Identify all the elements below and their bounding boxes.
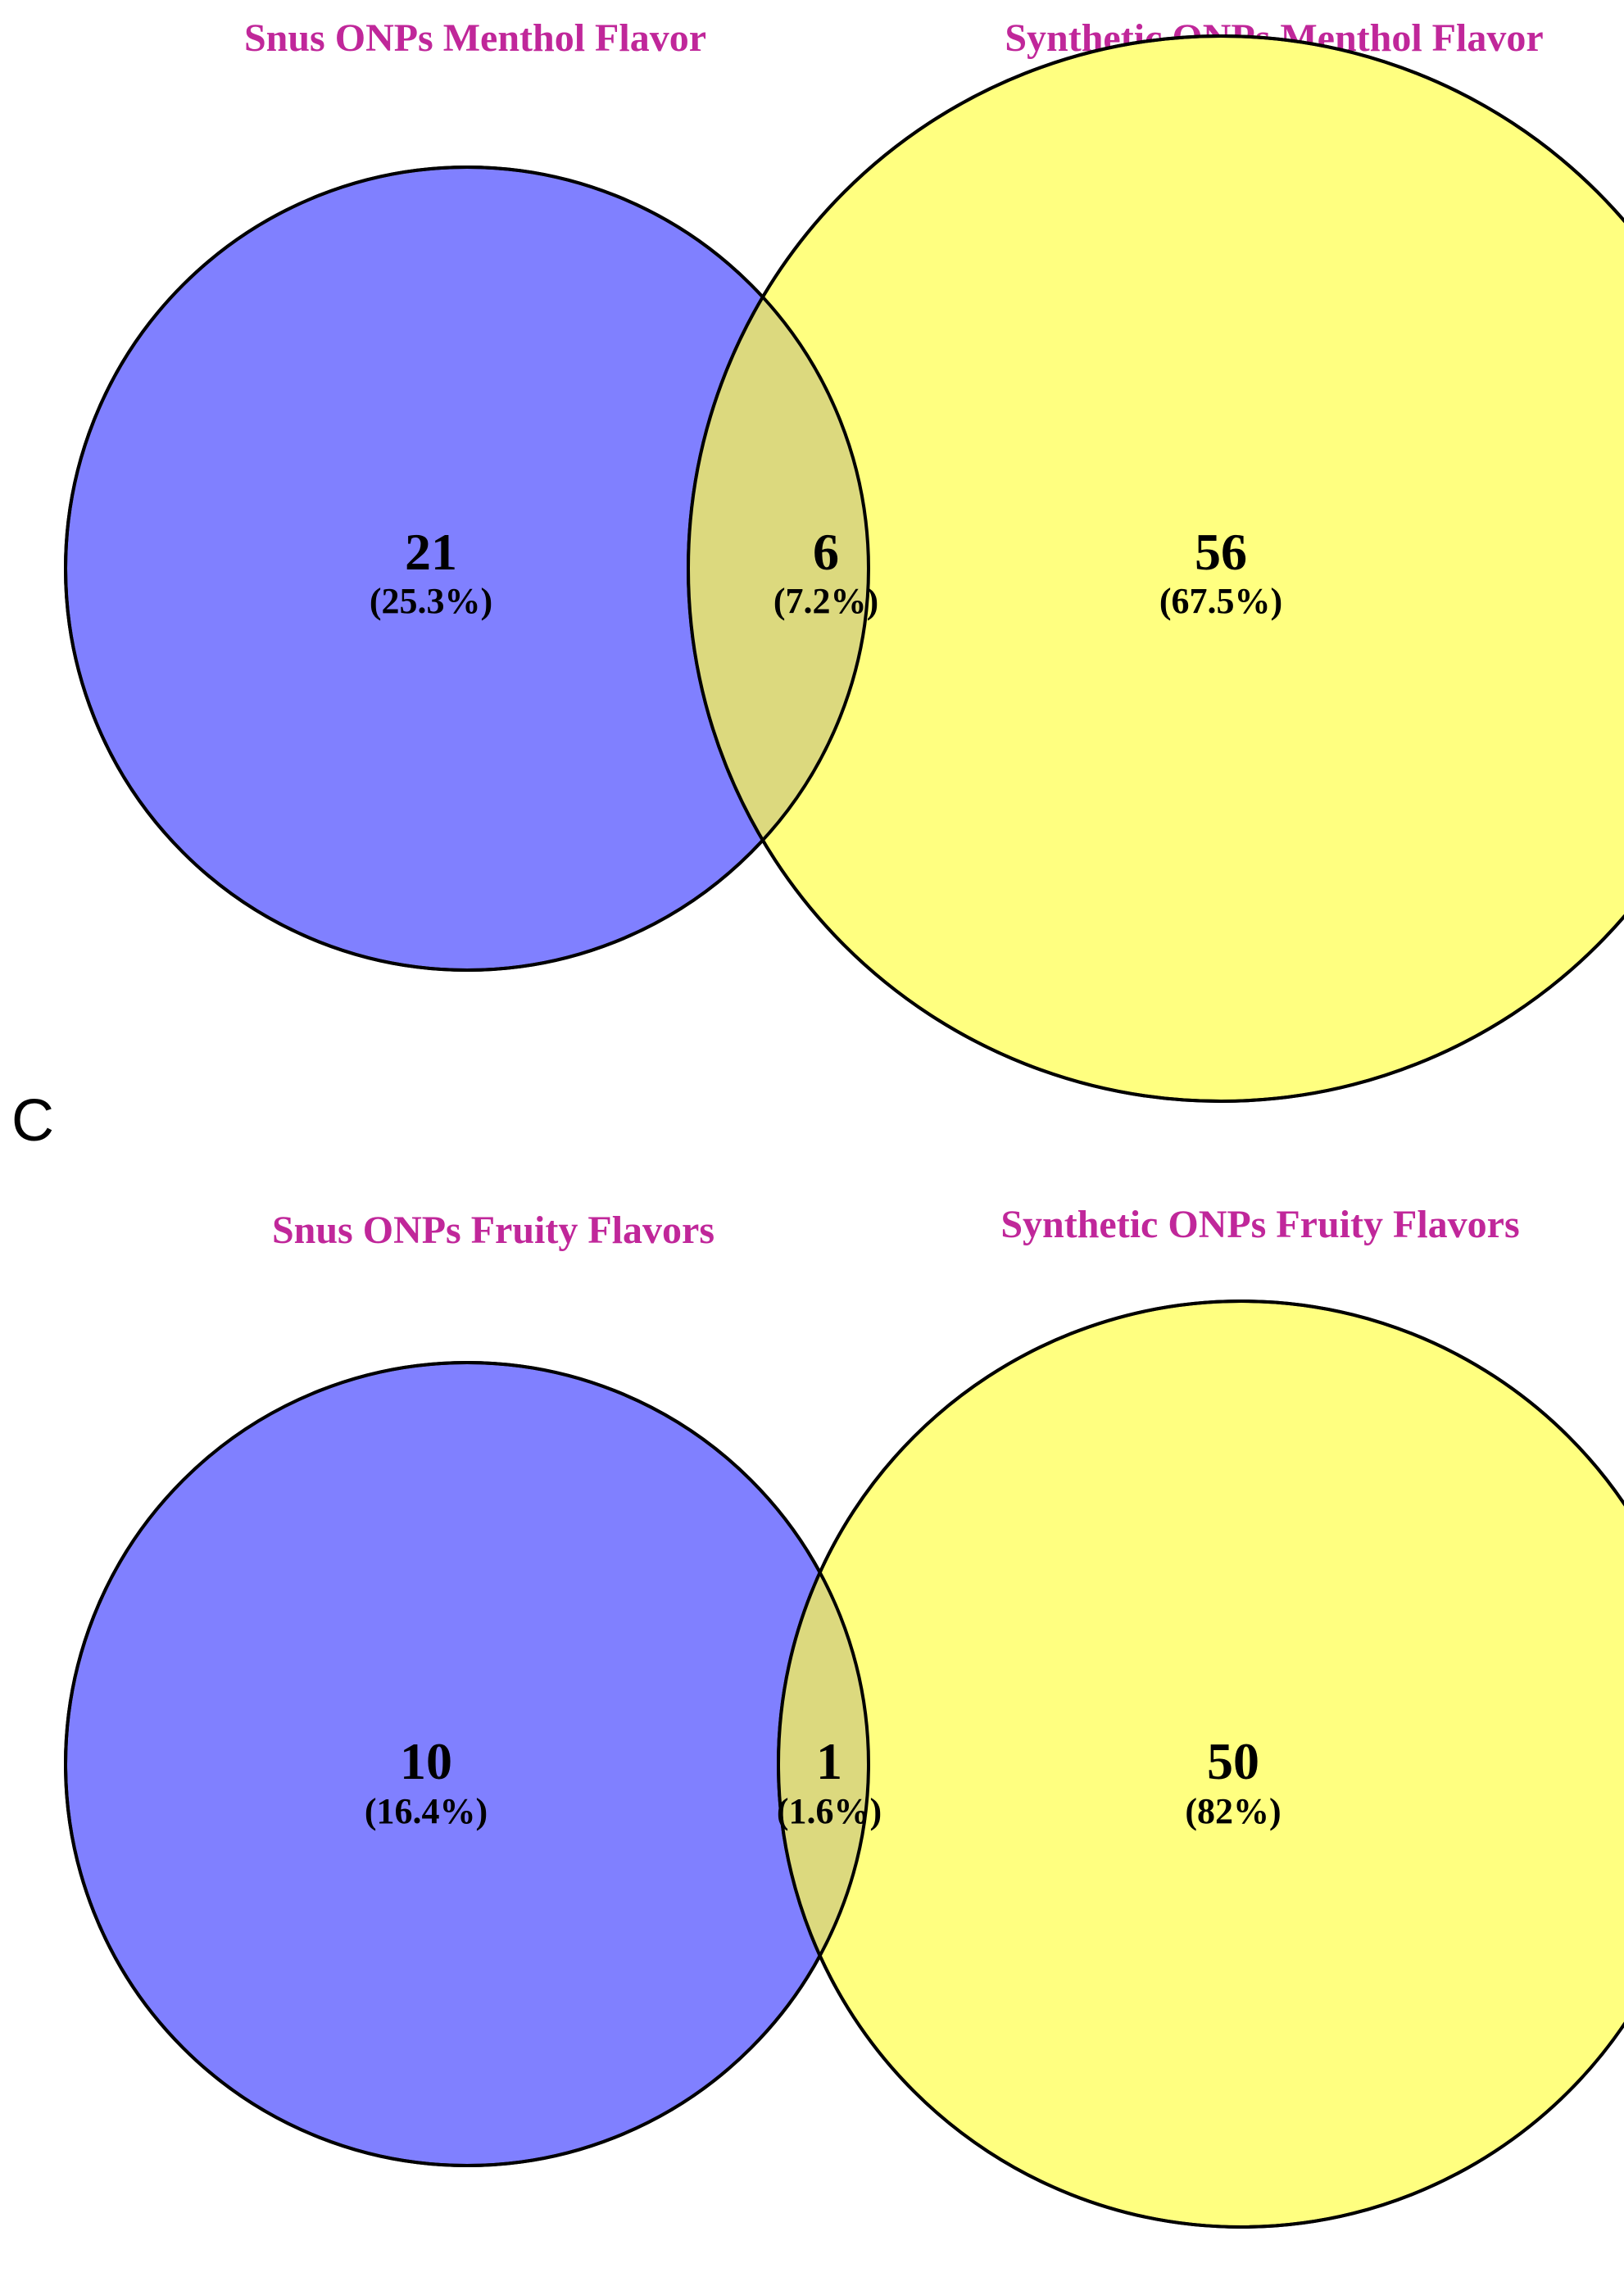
right-only-count: 56	[1195, 523, 1247, 581]
right-only-count: 50	[1207, 1732, 1259, 1790]
right-only-percent: (67.5%)	[1159, 581, 1282, 621]
left-set-outline	[64, 1361, 870, 2167]
overlap-count: 1	[816, 1732, 842, 1790]
right-set-title: Synthetic ONPs Fruity Flavors	[1000, 1203, 1519, 1246]
venn-panel-fruity: Snus ONPs Fruity Flavors Synthetic ONPs …	[64, 1203, 1624, 2229]
left-set-title: Snus ONPs Menthol Flavor	[244, 16, 706, 60]
overlap-count: 6	[813, 523, 839, 581]
right-set-outline	[777, 1299, 1624, 2229]
right-only-percent: (82%)	[1185, 1791, 1281, 1831]
venn-panel-menthol: Snus ONPs Menthol Flavor Synthetic ONPs …	[64, 16, 1624, 1103]
left-only-percent: (16.4%)	[365, 1791, 488, 1831]
left-only-count: 21	[405, 523, 457, 581]
left-only-percent: (25.3%)	[370, 581, 492, 621]
left-set-outline	[64, 166, 870, 972]
right-set-circle	[777, 1299, 1624, 2229]
left-only-count: 10	[400, 1732, 452, 1790]
panel-label-c: C	[11, 1088, 54, 1154]
right-set-outline	[687, 34, 1624, 1103]
left-set-circle	[64, 1361, 870, 2167]
overlap-percent: (7.2%)	[773, 581, 878, 621]
overlap-percent: (1.6%)	[777, 1791, 882, 1831]
left-set-title: Snus ONPs Fruity Flavors	[272, 1209, 714, 1252]
